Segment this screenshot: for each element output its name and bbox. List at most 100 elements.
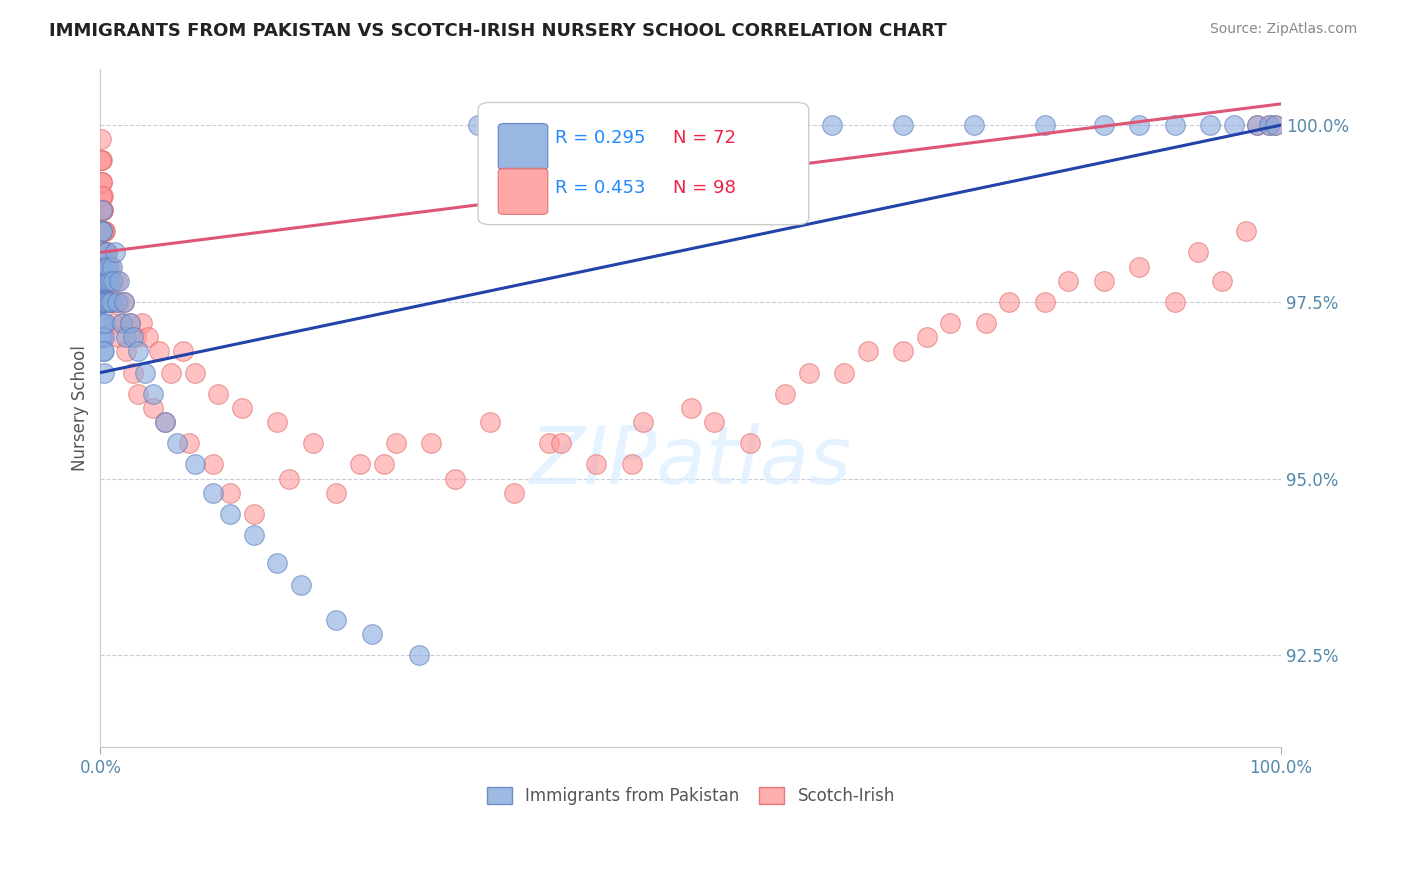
Point	[112, 294, 135, 309]
Point	[94, 245, 117, 260]
Point	[90, 132, 112, 146]
Point	[131, 316, 153, 330]
Point	[201, 458, 224, 472]
Point	[1222, 118, 1244, 132]
Point	[125, 330, 148, 344]
Point	[266, 415, 288, 429]
Point	[93, 366, 115, 380]
Point	[115, 344, 138, 359]
Point	[1258, 118, 1281, 132]
Point	[891, 344, 914, 359]
Point	[105, 274, 128, 288]
Point	[103, 294, 125, 309]
Point	[1092, 118, 1115, 132]
Point	[172, 344, 194, 359]
Point	[112, 294, 135, 309]
Point	[91, 189, 114, 203]
Point	[90, 330, 112, 344]
Point	[1246, 118, 1268, 132]
Point	[91, 224, 114, 238]
FancyBboxPatch shape	[498, 123, 548, 169]
Point	[373, 458, 395, 472]
Text: IMMIGRANTS FROM PAKISTAN VS SCOTCH-IRISH NURSERY SCHOOL CORRELATION CHART: IMMIGRANTS FROM PAKISTAN VS SCOTCH-IRISH…	[49, 22, 946, 40]
Point	[90, 153, 112, 168]
Point	[160, 366, 183, 380]
Point	[408, 648, 430, 663]
Point	[184, 458, 207, 472]
Point	[103, 274, 125, 288]
Point	[96, 294, 118, 309]
Point	[90, 294, 112, 309]
Point	[349, 458, 371, 472]
Point	[290, 578, 312, 592]
Point	[96, 245, 118, 260]
Point	[136, 330, 159, 344]
Point	[108, 274, 131, 288]
Point	[127, 386, 149, 401]
Point	[478, 415, 501, 429]
Text: R = 0.453: R = 0.453	[555, 179, 645, 197]
Point	[110, 316, 132, 330]
Point	[91, 175, 114, 189]
Point	[266, 557, 288, 571]
Point	[231, 401, 253, 415]
Point	[679, 401, 702, 415]
Point	[419, 436, 441, 450]
Point	[177, 436, 200, 450]
Point	[963, 118, 986, 132]
Point	[91, 294, 114, 309]
Point	[93, 330, 115, 344]
Point	[91, 202, 114, 217]
Point	[1092, 274, 1115, 288]
Point	[90, 202, 112, 217]
Point	[122, 366, 145, 380]
Point	[537, 436, 560, 450]
Point	[90, 175, 112, 189]
Point	[90, 202, 112, 217]
Point	[207, 386, 229, 401]
Point	[90, 153, 112, 168]
Point	[108, 294, 131, 309]
FancyBboxPatch shape	[478, 103, 808, 225]
Point	[90, 153, 112, 168]
Point	[201, 485, 224, 500]
Point	[142, 401, 165, 415]
Point	[537, 118, 560, 132]
Text: N = 72: N = 72	[673, 128, 735, 147]
Point	[939, 316, 962, 330]
Point	[134, 366, 156, 380]
Point	[98, 260, 121, 274]
Point	[97, 274, 120, 288]
Point	[100, 294, 122, 309]
Point	[93, 224, 115, 238]
Point	[1163, 118, 1185, 132]
Point	[105, 294, 128, 309]
Point	[122, 330, 145, 344]
Point	[1258, 118, 1281, 132]
Point	[467, 118, 489, 132]
Point	[384, 436, 406, 450]
Point	[751, 118, 773, 132]
Point	[96, 274, 118, 288]
Point	[550, 436, 572, 450]
Point	[101, 274, 124, 288]
Point	[974, 316, 997, 330]
Point	[797, 366, 820, 380]
Point	[103, 245, 125, 260]
Point	[91, 330, 114, 344]
Point	[633, 415, 655, 429]
Point	[891, 118, 914, 132]
Point	[821, 118, 844, 132]
Point	[91, 224, 114, 238]
Point	[443, 472, 465, 486]
Point	[127, 344, 149, 359]
Point	[94, 245, 117, 260]
Point	[620, 458, 643, 472]
Point	[103, 316, 125, 330]
Point	[100, 294, 122, 309]
Point	[1033, 118, 1056, 132]
Point	[91, 189, 114, 203]
Point	[325, 613, 347, 627]
Text: R = 0.295: R = 0.295	[555, 128, 645, 147]
Point	[243, 528, 266, 542]
